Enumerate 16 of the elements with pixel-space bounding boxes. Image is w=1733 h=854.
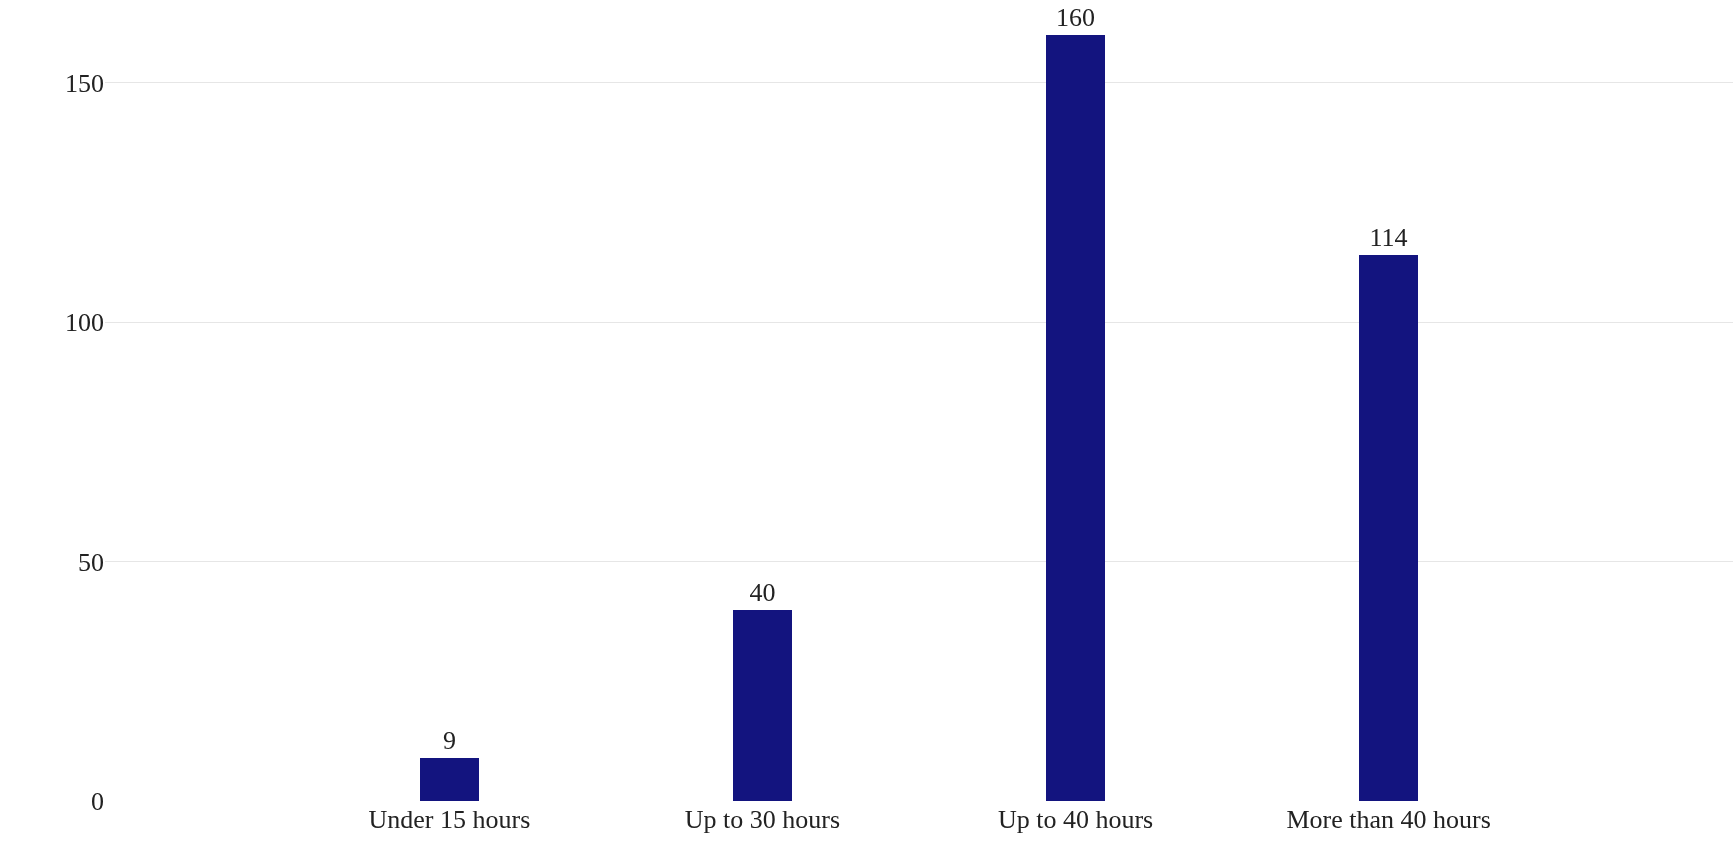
y-tick-label: 50 — [78, 547, 104, 577]
data-label: 9 — [443, 726, 456, 755]
bar — [1046, 35, 1105, 801]
data-label: 114 — [1369, 223, 1408, 252]
y-tick-label: 0 — [91, 787, 104, 817]
data-label: 160 — [1056, 3, 1095, 32]
bar — [1359, 255, 1418, 801]
x-tick-label: Under 15 hours — [368, 805, 531, 834]
x-tick-label: Up to 40 hours — [997, 805, 1154, 834]
bar — [420, 758, 479, 801]
x-tick-label: Up to 30 hours — [684, 805, 841, 834]
y-tick-label: 150 — [65, 68, 104, 98]
bar — [733, 610, 792, 801]
data-label: 40 — [749, 578, 776, 607]
x-tick-label: More than 40 hours — [1286, 805, 1491, 834]
y-tick-label: 100 — [65, 308, 104, 338]
